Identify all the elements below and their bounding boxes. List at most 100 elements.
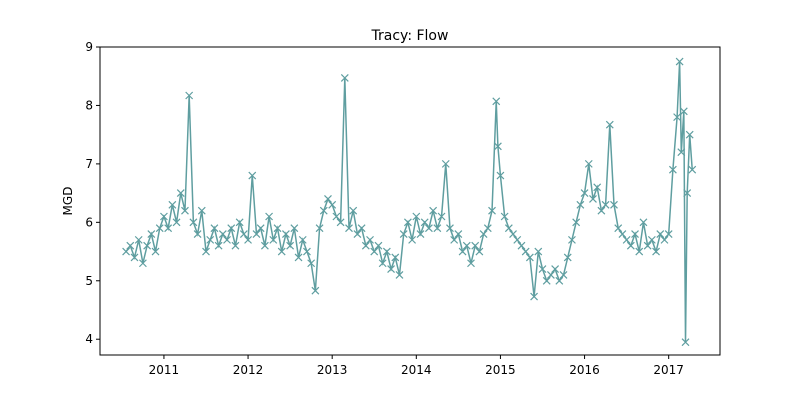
marker — [551, 265, 560, 274]
marker — [555, 276, 564, 285]
marker — [311, 286, 320, 295]
marker — [303, 247, 311, 256]
marker — [197, 206, 206, 215]
marker — [681, 338, 690, 347]
marker — [584, 159, 593, 168]
marker — [471, 241, 480, 250]
marker — [281, 230, 290, 238]
marker — [189, 218, 198, 227]
marker — [467, 259, 475, 268]
marker — [269, 235, 278, 244]
marker — [361, 241, 370, 250]
marker — [593, 183, 602, 192]
marker — [252, 230, 261, 238]
marker — [425, 224, 433, 233]
marker — [462, 241, 471, 250]
y-tick-label: 7 — [85, 157, 93, 171]
marker — [244, 235, 252, 244]
marker — [126, 241, 135, 250]
marker — [193, 230, 202, 238]
marker — [513, 235, 522, 244]
marker — [336, 218, 345, 227]
marker — [307, 259, 316, 268]
x-tick-label: 2013 — [317, 363, 348, 377]
marker — [214, 241, 223, 250]
marker — [635, 247, 644, 256]
marker — [370, 247, 379, 256]
marker — [688, 165, 697, 174]
marker — [315, 224, 324, 233]
marker — [206, 235, 215, 244]
marker — [328, 200, 337, 209]
marker — [605, 120, 614, 129]
marker — [504, 224, 513, 233]
marker — [614, 224, 623, 233]
marker — [416, 230, 425, 238]
marker — [538, 265, 547, 274]
marker — [601, 200, 610, 209]
marker — [239, 230, 248, 238]
marker — [542, 276, 551, 285]
marker — [412, 212, 421, 221]
marker — [122, 247, 131, 256]
y-axis-label: MGD — [61, 187, 75, 216]
marker — [387, 265, 395, 274]
marker — [147, 230, 156, 238]
marker — [260, 241, 269, 250]
marker — [597, 206, 606, 215]
marker — [441, 159, 450, 168]
marker — [408, 235, 417, 244]
marker — [683, 189, 692, 198]
marker — [493, 142, 502, 151]
marker — [164, 224, 173, 233]
plot-frame — [99, 46, 721, 356]
marker — [626, 241, 635, 250]
marker — [618, 230, 627, 238]
marker — [500, 212, 509, 221]
marker — [546, 271, 555, 279]
marker — [256, 224, 265, 233]
marker — [395, 271, 404, 279]
marker — [265, 212, 274, 221]
marker — [479, 230, 488, 238]
marker — [525, 253, 534, 262]
marker — [155, 224, 164, 233]
marker — [172, 218, 181, 227]
y-tick-label: 9 — [85, 40, 93, 54]
marker — [378, 259, 387, 268]
x-tick-label: 2014 — [401, 363, 432, 377]
marker — [664, 230, 673, 238]
marker — [643, 241, 652, 250]
marker — [563, 253, 572, 262]
marker — [450, 235, 459, 244]
marker — [202, 247, 210, 256]
marker — [610, 200, 618, 209]
marker — [589, 195, 597, 203]
marker — [231, 241, 240, 250]
marker — [345, 224, 353, 233]
marker — [568, 235, 576, 244]
x-tick-label: 2016 — [569, 363, 600, 377]
marker — [391, 253, 400, 262]
marker — [492, 97, 501, 106]
marker — [622, 235, 631, 244]
marker — [483, 224, 492, 233]
marker — [353, 230, 362, 238]
marker — [223, 235, 231, 244]
marker — [446, 224, 454, 233]
marker — [181, 206, 189, 215]
marker — [210, 224, 219, 233]
marker — [496, 171, 505, 180]
marker — [420, 218, 429, 227]
marker — [168, 200, 177, 209]
x-tick-label: 2011 — [149, 363, 180, 377]
marker — [517, 241, 526, 250]
marker — [130, 253, 139, 262]
marker — [134, 235, 143, 244]
marker — [403, 218, 412, 227]
marker — [374, 241, 383, 250]
marker — [349, 206, 358, 215]
marker — [143, 241, 152, 250]
x-tick-label: 2012 — [233, 363, 264, 377]
